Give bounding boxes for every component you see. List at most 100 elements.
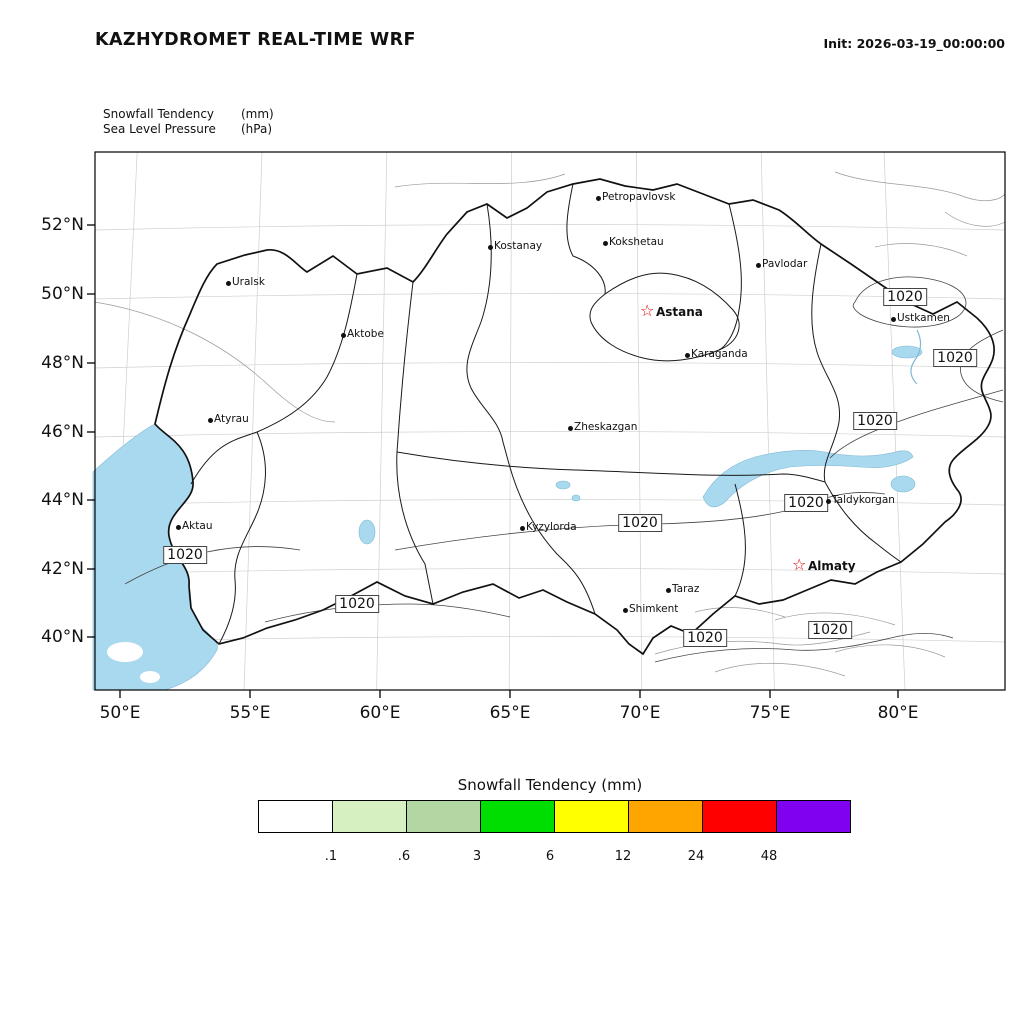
lat-tick-label: 48°N	[41, 353, 84, 373]
pressure-contour-label: 1020	[335, 595, 379, 613]
legend-color-box	[406, 800, 481, 833]
city-label: Atyrau	[214, 413, 249, 425]
city-label: Uralsk	[232, 276, 265, 288]
aral-remnant	[358, 519, 376, 545]
city-dot-icon	[595, 195, 601, 201]
city-label: Kyzylorda	[526, 521, 577, 533]
legend-color-box	[480, 800, 555, 833]
city-dot-icon	[890, 316, 896, 322]
oblast-boundaries	[190, 183, 902, 645]
city-dot-icon	[487, 244, 493, 250]
city-label: Karaganda	[691, 348, 748, 360]
city-label: Taldykorgan	[832, 494, 895, 506]
city-label: Ustkamen	[897, 312, 950, 324]
pressure-contour-label: 1020	[163, 546, 207, 564]
legend-threshold-label: 6	[545, 849, 555, 864]
lon-tick-label: 55°E	[229, 703, 271, 723]
legend-threshold-label: .1	[324, 849, 338, 864]
legend-threshold-label: 12	[614, 849, 632, 864]
layer-unit: (hPa)	[241, 122, 273, 136]
lon-tick-label: 65°E	[489, 703, 531, 723]
city-dot-icon	[567, 425, 573, 431]
water-bodies	[92, 329, 923, 691]
city-dot-icon	[340, 332, 346, 338]
plot-frame	[94, 151, 1006, 691]
city-label: Zheskazgan	[574, 421, 638, 433]
city-label: Aktau	[182, 520, 213, 532]
kazakhstan-border	[154, 178, 995, 656]
map-canvas: 1020 1020 1020 1020 1020 1020 1020 1020 1020 Petr…	[87, 151, 1006, 698]
city-label: Aktobe	[347, 328, 384, 340]
city-label: Kostanay	[494, 240, 543, 252]
lon-tick-label: 50°E	[99, 703, 141, 723]
city-dot-icon	[665, 587, 671, 593]
pressure-contour-label: 1020	[933, 349, 977, 367]
legend-color-box	[702, 800, 777, 833]
lon-tick-label: 80°E	[877, 703, 919, 723]
pressure-contour-label: 1020	[618, 514, 662, 532]
capital-star-icon: ☆	[792, 555, 807, 574]
legend-threshold-label: .6	[397, 849, 411, 864]
legend-colorbar	[258, 800, 851, 833]
city-dot-icon	[755, 262, 761, 268]
lat-tick-label: 44°N	[41, 490, 84, 510]
terrain-contours	[94, 171, 1006, 677]
legend-color-box	[628, 800, 703, 833]
city-dot-icon	[175, 524, 181, 530]
pressure-contour-label: 1020	[883, 288, 927, 306]
city-dot-icon	[519, 525, 525, 531]
city-label: Pavlodar	[762, 258, 808, 270]
lat-tick-label: 52°N	[41, 215, 84, 235]
pressure-contour-label: 1020	[808, 621, 852, 639]
legend-threshold-label: 3	[472, 849, 482, 864]
lon-tick-label: 75°E	[749, 703, 791, 723]
isobar-contours	[124, 276, 1004, 663]
legend-color-box	[554, 800, 629, 833]
city-dot-icon	[225, 280, 231, 286]
city-label: Taraz	[672, 583, 700, 595]
capital-star-icon: ☆	[640, 301, 655, 320]
city-dot-icon	[825, 498, 831, 504]
city-dot-icon	[207, 417, 213, 423]
layer-line-snowfall: Snowfall Tendency (mm)	[103, 107, 274, 122]
lat-tick-label: 50°N	[41, 284, 84, 304]
page-title: KAZHYDROMET REAL-TIME WRF	[95, 30, 416, 50]
irtysh-river	[910, 329, 922, 385]
lake-balkhash	[702, 450, 914, 508]
city-label: Almaty	[808, 559, 856, 573]
axis-ticks	[87, 224, 899, 698]
layer-unit: (mm)	[241, 107, 274, 121]
layer-name: Sea Level Pressure	[103, 122, 216, 136]
sea-islands	[107, 642, 160, 683]
pressure-contour-label: 1020	[683, 629, 727, 647]
small-lake	[555, 480, 571, 490]
layer-name: Snowfall Tendency	[103, 107, 215, 121]
city-label: Astana	[656, 305, 703, 319]
lon-tick-label: 60°E	[359, 703, 401, 723]
pressure-contour-label: 1020	[853, 412, 897, 430]
city-label: Shimkent	[629, 603, 679, 615]
legend-title: Snowfall Tendency (mm)	[457, 776, 643, 794]
lat-tick-label: 40°N	[41, 627, 84, 647]
lake-zaysan	[891, 345, 923, 359]
legend-color-box	[332, 800, 407, 833]
city-label: Petropavlovsk	[602, 191, 676, 203]
city-dot-icon	[622, 607, 628, 613]
small-lake	[571, 494, 581, 502]
city-dot-icon	[684, 352, 690, 358]
legend-color-box	[258, 800, 333, 833]
layer-line-pressure: Sea Level Pressure (hPa)	[103, 122, 274, 137]
lat-tick-label: 46°N	[41, 422, 84, 442]
lake-alakol	[890, 475, 916, 493]
init-timestamp: Init: 2026-03-19_00:00:00	[823, 36, 1005, 51]
legend-color-box	[776, 800, 851, 833]
city-dot-icon	[602, 240, 608, 246]
layer-description: Snowfall Tendency (mm) Sea Level Pressure…	[103, 107, 274, 137]
lat-tick-label: 42°N	[41, 559, 84, 579]
pressure-contour-label: 1020	[784, 494, 828, 512]
legend-threshold-label: 24	[687, 849, 705, 864]
map-svg	[87, 151, 1006, 698]
city-label: Kokshetau	[609, 236, 664, 248]
legend-threshold-label: 48	[760, 849, 778, 864]
